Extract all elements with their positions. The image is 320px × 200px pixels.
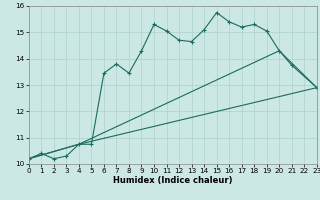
X-axis label: Humidex (Indice chaleur): Humidex (Indice chaleur) [113,176,233,185]
